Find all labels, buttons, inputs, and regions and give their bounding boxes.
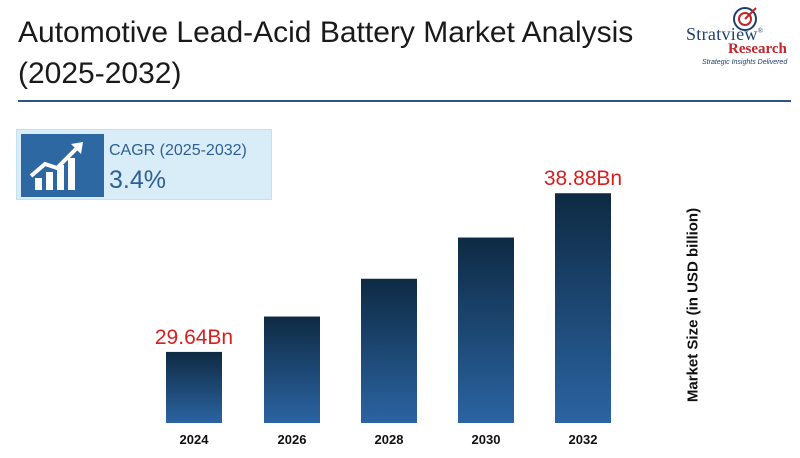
growth-chart-icon (21, 134, 104, 197)
page-title: Automotive Lead-Acid Battery Market Anal… (18, 12, 658, 94)
logo-target-icon (733, 7, 757, 31)
bar-2028 (361, 278, 417, 423)
stratview-logo: Stratview® Research Strategic Insights D… (680, 4, 798, 74)
title-line-1: Automotive Lead-Acid Battery Market Anal… (18, 16, 634, 49)
y-axis-label: Market Size (in USD billion) (684, 207, 702, 403)
x-tick-2024: 2024 (180, 432, 210, 447)
bar-2030 (458, 237, 514, 423)
logo-word-research: Research (728, 41, 787, 57)
data-label-2024: 29.64Bn (155, 326, 233, 349)
cagr-label: CAGR (2025-2032) (109, 142, 247, 159)
x-tick-2028: 2028 (375, 432, 404, 447)
cagr-value: 3.4% (109, 166, 166, 194)
bar-2024 (166, 351, 222, 423)
cagr-card: CAGR (2025-2032) 3.4% (16, 129, 272, 200)
x-tick-2032: 2032 (569, 432, 598, 447)
data-label-2032: 38.88Bn (544, 167, 622, 190)
x-tick-2026: 2026 (278, 432, 307, 447)
x-tick-2030: 2030 (472, 432, 501, 447)
header-divider (18, 100, 791, 102)
title-line-2: (2025-2032) (18, 57, 182, 90)
logo-tagline: Strategic Insights Delivered (702, 59, 788, 66)
bar-2026 (264, 316, 320, 423)
logo-word-stratview: Stratview® (686, 24, 764, 44)
bar-2032 (555, 193, 611, 423)
